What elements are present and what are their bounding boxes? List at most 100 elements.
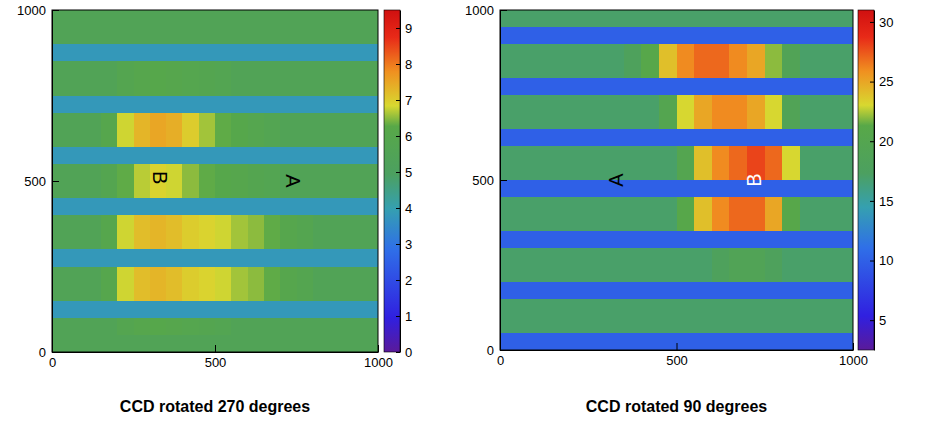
cell — [329, 284, 346, 302]
axis-line — [400, 11, 401, 353]
cell — [659, 129, 677, 147]
cell — [571, 78, 589, 96]
cell — [231, 215, 248, 233]
cell — [818, 214, 836, 232]
cell — [800, 129, 818, 147]
cell — [624, 197, 642, 215]
cell — [677, 333, 695, 350]
cell — [535, 146, 553, 164]
cell — [571, 180, 589, 198]
cell — [52, 44, 69, 62]
cell — [782, 316, 800, 334]
cell — [166, 335, 183, 352]
cell — [231, 164, 248, 182]
cell — [329, 267, 346, 285]
tick-label: 7 — [405, 93, 412, 108]
cell — [52, 113, 69, 131]
cell — [729, 214, 747, 232]
cell — [782, 112, 800, 130]
cell — [362, 147, 378, 165]
tick-label: 1000 — [465, 3, 494, 18]
cell — [659, 163, 677, 181]
cell — [571, 146, 589, 164]
cell — [101, 181, 118, 199]
cell — [150, 113, 167, 131]
cell — [248, 318, 265, 336]
cell — [134, 181, 151, 199]
cell — [117, 267, 134, 285]
tick-label: 8 — [405, 57, 412, 72]
tick-mark — [500, 180, 507, 181]
tick-label: 15 — [879, 194, 893, 209]
cell — [782, 299, 800, 317]
cell — [117, 215, 134, 233]
cell — [85, 10, 102, 28]
cell — [782, 10, 800, 28]
cell — [280, 335, 297, 352]
cell — [729, 27, 747, 45]
cell — [553, 129, 571, 147]
cell — [535, 95, 553, 113]
cell — [818, 248, 836, 266]
cell — [800, 61, 818, 79]
cell — [345, 284, 362, 302]
cell — [694, 61, 712, 79]
cell — [624, 27, 642, 45]
cell — [588, 231, 606, 249]
tick: 2 — [396, 273, 412, 288]
cell — [818, 197, 836, 215]
cell — [117, 61, 134, 79]
cell — [85, 61, 102, 79]
cell — [101, 10, 118, 28]
panel: 050010000500100051015202530ABCCD rotated… — [465, 3, 893, 415]
cell — [765, 61, 783, 79]
cell — [765, 197, 783, 215]
cell — [782, 44, 800, 62]
cell — [800, 197, 818, 215]
cell — [535, 180, 553, 198]
cell — [800, 10, 818, 28]
cell — [588, 112, 606, 130]
cell — [729, 10, 747, 28]
cell — [117, 10, 134, 28]
cell — [313, 164, 330, 182]
cell — [362, 301, 378, 319]
cell — [677, 163, 695, 181]
cell — [694, 163, 712, 181]
tick-mark — [396, 244, 400, 245]
tick-mark — [52, 10, 59, 11]
cell — [345, 113, 362, 131]
cell — [694, 78, 712, 96]
cell — [248, 96, 265, 114]
cell — [117, 78, 134, 96]
cell — [747, 44, 765, 62]
cell — [729, 112, 747, 130]
cell — [818, 27, 836, 45]
cell — [313, 61, 330, 79]
cell — [134, 44, 151, 62]
tick: 0 — [396, 345, 412, 360]
cell — [800, 44, 818, 62]
cell — [280, 61, 297, 79]
cell — [280, 96, 297, 114]
cell — [231, 27, 248, 45]
cell — [818, 44, 836, 62]
cell — [52, 232, 69, 250]
cell — [85, 232, 102, 250]
cell — [588, 78, 606, 96]
cell — [500, 146, 518, 164]
cell — [518, 231, 536, 249]
cell — [150, 284, 167, 302]
cell — [818, 10, 836, 28]
cell — [624, 95, 642, 113]
cell — [677, 27, 695, 45]
cells — [500, 10, 853, 350]
cell — [782, 333, 800, 350]
cell — [280, 318, 297, 336]
cell — [800, 248, 818, 266]
cell — [264, 335, 281, 352]
cell — [150, 301, 167, 319]
cell — [68, 181, 85, 199]
cell — [800, 299, 818, 317]
cell — [500, 10, 518, 28]
